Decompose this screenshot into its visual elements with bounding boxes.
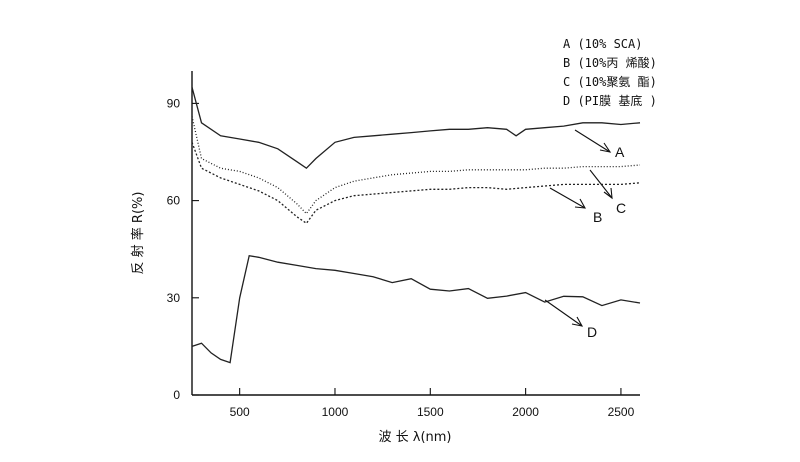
legend-entry-a: A (10% SCA) — [563, 37, 642, 51]
series-c-pointer — [589, 169, 613, 199]
series-line-c — [191, 116, 641, 215]
series-c-label: C — [616, 200, 626, 216]
y-tick-group: 0 30 60 90 — [167, 96, 199, 402]
y-tick-label: 0 — [173, 388, 180, 402]
x-tick-label: 2000 — [512, 405, 539, 419]
series-line-d — [191, 254, 641, 364]
x-tick-label: 1000 — [322, 405, 349, 419]
series-a-pointer — [574, 129, 611, 153]
series-d-pointer-head — [571, 316, 584, 327]
series-c-pointer-head — [603, 187, 613, 200]
series-b-pointer — [549, 187, 586, 209]
y-tick-label: 30 — [167, 291, 181, 305]
series-group — [191, 87, 641, 364]
y-axis-title: 反 射 率 R(%) — [130, 192, 146, 275]
series-d-pointer — [544, 299, 583, 327]
series-d-label: D — [587, 324, 597, 340]
y-tick-label: 90 — [167, 96, 181, 110]
x-axis-title: 波 长 λ(nm) — [378, 430, 451, 445]
series-b-pointer-head — [574, 198, 586, 209]
legend-entry-c: C (10%聚氨 酯) — [563, 75, 657, 89]
legend-entry-d: D (PI膜 基底 ) — [563, 93, 657, 108]
series-callouts: A C B D — [544, 129, 626, 340]
x-tick-label: 2500 — [608, 405, 635, 419]
series-a-pointer-head — [599, 142, 612, 153]
legend: A (10% SCA) B (10%丙 烯酸) C (10%聚氨 酯) D (P… — [563, 37, 657, 108]
plot-frame — [191, 71, 640, 396]
x-tick-label: 500 — [230, 405, 250, 419]
x-tick-label: 1500 — [417, 405, 444, 419]
series-line-b — [191, 142, 641, 225]
series-a-label: A — [615, 144, 625, 160]
series-line-a — [191, 87, 641, 170]
legend-entry-b: B (10%丙 烯酸) — [563, 55, 657, 70]
y-tick-label: 60 — [167, 194, 181, 208]
x-tick-group: 500 1000 1500 2000 2500 — [230, 388, 635, 419]
series-b-label: B — [593, 209, 602, 225]
